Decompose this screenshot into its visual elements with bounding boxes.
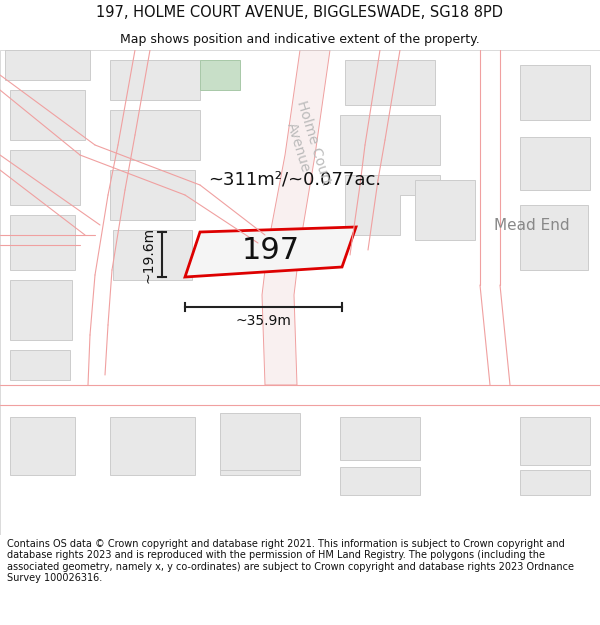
Text: Mead End: Mead End	[494, 217, 570, 232]
Polygon shape	[10, 215, 75, 270]
Polygon shape	[10, 417, 75, 475]
Polygon shape	[110, 110, 200, 160]
Polygon shape	[340, 467, 420, 495]
Polygon shape	[110, 60, 200, 100]
Polygon shape	[10, 90, 85, 140]
Text: ~311m²/~0.077ac.: ~311m²/~0.077ac.	[208, 171, 382, 189]
Polygon shape	[185, 227, 356, 277]
Polygon shape	[10, 350, 70, 380]
Polygon shape	[340, 115, 440, 165]
Polygon shape	[415, 180, 475, 240]
Text: Holme Court
Avenue: Holme Court Avenue	[279, 99, 333, 191]
Polygon shape	[340, 417, 420, 460]
Text: Map shows position and indicative extent of the property.: Map shows position and indicative extent…	[120, 34, 480, 46]
Polygon shape	[220, 413, 300, 470]
Polygon shape	[110, 417, 195, 475]
Polygon shape	[10, 150, 80, 205]
Polygon shape	[520, 470, 590, 495]
Text: 197: 197	[242, 236, 300, 265]
Polygon shape	[520, 205, 588, 270]
Polygon shape	[345, 175, 440, 235]
Polygon shape	[10, 280, 72, 340]
Text: Contains OS data © Crown copyright and database right 2021. This information is : Contains OS data © Crown copyright and d…	[7, 539, 574, 583]
Polygon shape	[113, 230, 192, 280]
Text: ~19.6m: ~19.6m	[142, 226, 156, 282]
Text: ~35.9m: ~35.9m	[236, 314, 292, 328]
Polygon shape	[345, 60, 435, 105]
Polygon shape	[110, 170, 195, 220]
Polygon shape	[200, 60, 240, 90]
Polygon shape	[220, 417, 300, 475]
Polygon shape	[5, 50, 90, 80]
Text: 197, HOLME COURT AVENUE, BIGGLESWADE, SG18 8PD: 197, HOLME COURT AVENUE, BIGGLESWADE, SG…	[97, 5, 503, 20]
Polygon shape	[262, 50, 330, 385]
Polygon shape	[520, 65, 590, 120]
Polygon shape	[520, 417, 590, 465]
Polygon shape	[520, 137, 590, 190]
